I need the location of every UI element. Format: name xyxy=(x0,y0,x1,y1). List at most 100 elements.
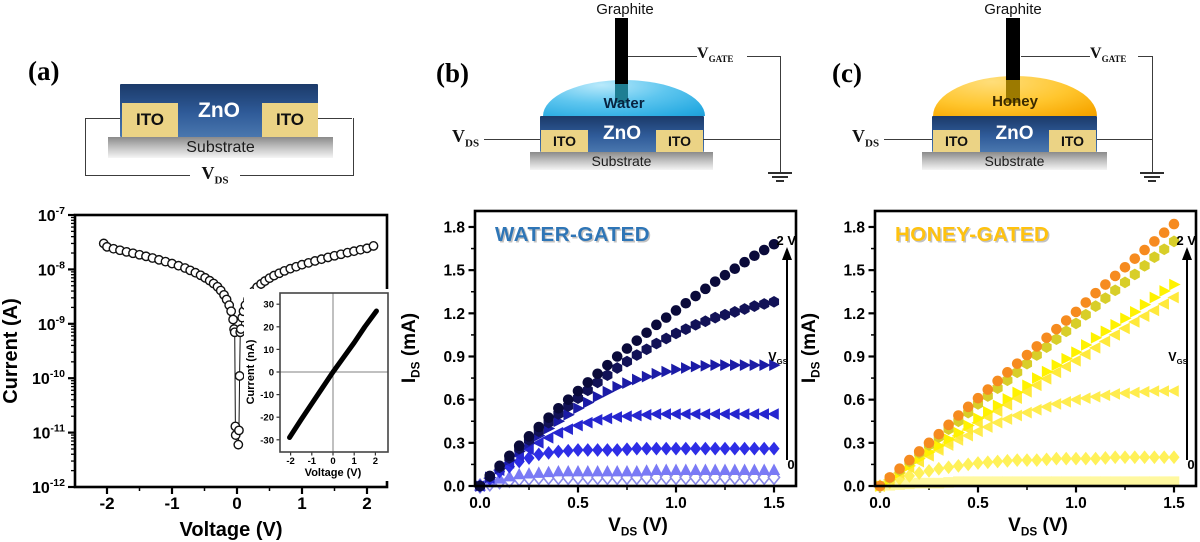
svg-text:0: 0 xyxy=(330,456,335,467)
svg-text:Voltage (V): Voltage (V) xyxy=(180,519,283,541)
graphite-rod-c xyxy=(1006,18,1020,80)
ito-electrode-right-b: ITO xyxy=(656,130,703,152)
svg-text:0.5: 0.5 xyxy=(967,495,989,512)
svg-text:HONEY-GATED: HONEY-GATED xyxy=(897,225,1051,248)
svg-text:VDS (V): VDS (V) xyxy=(608,515,668,539)
svg-text:1.8: 1.8 xyxy=(843,219,865,236)
svg-text:WATER-GATED: WATER-GATED xyxy=(495,223,650,246)
svg-text:1.5: 1.5 xyxy=(1163,495,1185,512)
svg-text:0.3: 0.3 xyxy=(443,435,465,452)
svg-text:0: 0 xyxy=(269,368,274,379)
graphite-rod-submerged-b xyxy=(615,84,628,103)
ito-electrode-left-b: ITO xyxy=(541,130,588,152)
svg-text:WATER-GATED: WATER-GATED xyxy=(497,225,652,248)
svg-text:1: 1 xyxy=(352,456,358,467)
iv-curve-chart: -2 -1 0 1 210-710-810-910-1010-1110-12Voltag… xyxy=(0,205,392,541)
substrate-b: Substrate xyxy=(530,152,713,170)
ground-bar2-b xyxy=(772,176,788,178)
svg-text:10-10: 10-10 xyxy=(32,368,65,388)
ito-electrode-left-a: ITO xyxy=(122,103,178,137)
svg-text:0.3: 0.3 xyxy=(843,435,865,452)
honey-label: Honey xyxy=(992,93,1038,110)
substrate-a: Substrate xyxy=(108,137,333,158)
svg-text:0.0: 0.0 xyxy=(843,479,865,496)
svg-text:-1: -1 xyxy=(308,456,317,467)
gate-wire-vertical-c xyxy=(1152,56,1153,172)
svg-text:-1: -1 xyxy=(164,494,179,513)
svg-text:Current (A): Current (A) xyxy=(0,298,22,404)
vds-wire-b xyxy=(484,139,540,140)
svg-text:-30: -30 xyxy=(260,435,274,446)
vds-label-b: VDS xyxy=(452,126,480,150)
svg-text:0.6: 0.6 xyxy=(843,392,865,409)
vds-label-a: VDS xyxy=(190,163,240,187)
ito-electrode-left-c: ITO xyxy=(933,130,980,152)
panel-c-label: (c) xyxy=(832,58,862,88)
svg-text:2: 2 xyxy=(373,456,378,467)
ito-drain-wire-c xyxy=(1097,139,1152,140)
svg-text:0.0: 0.0 xyxy=(443,479,465,496)
zno-label-a: ZnO xyxy=(198,98,240,122)
gate-wire-vertical-b xyxy=(780,56,781,172)
svg-text:10-9: 10-9 xyxy=(38,314,65,334)
svg-text:-2: -2 xyxy=(99,494,114,513)
svg-text:0: 0 xyxy=(787,457,794,472)
vgate-label-b: VGATE xyxy=(697,45,734,65)
svg-text:1.2: 1.2 xyxy=(843,306,865,323)
svg-text:VDS (V): VDS (V) xyxy=(1008,515,1068,539)
vds-wire-stub-left-a xyxy=(85,118,122,119)
svg-text:IDS (mA): IDS (mA) xyxy=(800,313,823,383)
ground-bar3-c xyxy=(1148,180,1156,182)
graphite-label-b: Graphite xyxy=(596,1,654,18)
graphite-label-c: Graphite xyxy=(984,1,1042,18)
svg-text:0.0: 0.0 xyxy=(469,495,491,512)
gate-wire-c xyxy=(1021,56,1090,57)
honey-gated-chart: 0.0 0.5 1.0 1.5 0.0 0.3 0.6 0.9 1.2 1.5 1.8 VDS (V)… xyxy=(800,209,1198,539)
panel-a-label: (a) xyxy=(28,56,60,86)
water-gated-chart: 0.0 0.5 1.0 1.5 0.0 0.3 0.6 0.9 1.2 1.5 1.8 VDS (V)… xyxy=(400,209,798,539)
svg-text:1: 1 xyxy=(297,494,306,513)
svg-text:10-7: 10-7 xyxy=(38,205,65,225)
svg-text:1.2: 1.2 xyxy=(443,306,465,323)
vgate-label-c: VGATE xyxy=(1090,45,1127,65)
svg-text:Current (nA): Current (nA) xyxy=(245,339,257,404)
gate-wire-b xyxy=(628,56,697,57)
svg-text:10-12: 10-12 xyxy=(32,477,65,497)
ground-bar2-c xyxy=(1144,176,1160,178)
svg-text:1.0: 1.0 xyxy=(1065,495,1087,512)
svg-text:-10: -10 xyxy=(260,390,274,401)
vds-wire-stub-right-a xyxy=(318,118,352,119)
svg-text:1.5: 1.5 xyxy=(843,263,865,280)
svg-text:2 V: 2 V xyxy=(776,233,796,248)
vds-label-c: VDS xyxy=(852,126,880,150)
svg-text:2: 2 xyxy=(362,494,371,513)
substrate-c: Substrate xyxy=(922,152,1107,170)
svg-text:HONEY-GATED: HONEY-GATED xyxy=(895,223,1049,246)
svg-text:VGS: VGS xyxy=(1168,350,1188,366)
svg-text:10-8: 10-8 xyxy=(38,259,65,279)
graphite-rod-submerged-c xyxy=(1006,80,1020,103)
gate-wire2-b xyxy=(747,56,780,57)
svg-text:IDS (mA): IDS (mA) xyxy=(400,313,423,383)
svg-text:1.8: 1.8 xyxy=(443,219,465,236)
svg-text:20: 20 xyxy=(263,322,274,333)
svg-text:0: 0 xyxy=(232,494,241,513)
svg-text:0.9: 0.9 xyxy=(843,349,865,366)
svg-text:0.5: 0.5 xyxy=(567,495,589,512)
svg-text:VGS: VGS xyxy=(768,350,788,366)
svg-text:0.6: 0.6 xyxy=(443,392,465,409)
svg-text:10: 10 xyxy=(263,345,274,356)
water-label: Water xyxy=(603,95,645,112)
svg-text:0.0: 0.0 xyxy=(869,495,891,512)
gate-wire2-c xyxy=(1138,56,1152,57)
ito-electrode-right-c: ITO xyxy=(1049,130,1096,152)
svg-text:30: 30 xyxy=(263,300,274,311)
ground-bar3-b xyxy=(776,180,784,182)
svg-text:-20: -20 xyxy=(260,413,274,424)
svg-text:1.0: 1.0 xyxy=(665,495,687,512)
ground-symbol-b xyxy=(768,172,792,174)
ito-drain-wire-b xyxy=(703,139,780,140)
svg-text:1.5: 1.5 xyxy=(443,263,465,280)
ground-symbol-c xyxy=(1140,172,1164,174)
